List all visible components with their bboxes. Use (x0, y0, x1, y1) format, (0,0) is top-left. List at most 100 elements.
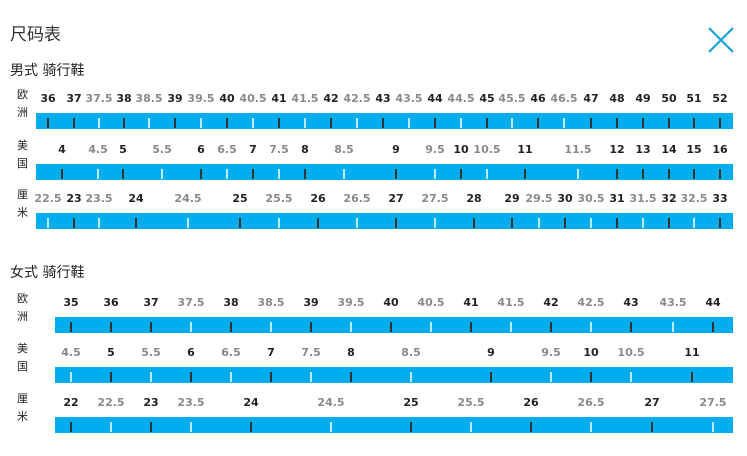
row-label: 美国 (17, 139, 28, 170)
size-value: 42 (323, 92, 339, 105)
size-value: 9.5 (425, 143, 445, 156)
size-tick (651, 422, 653, 432)
size-tick (310, 322, 312, 332)
size-tick (563, 118, 565, 128)
size-value: 42.5 (577, 296, 605, 309)
size-value: 27.5 (699, 396, 727, 409)
size-tick (250, 422, 252, 432)
size-value: 27.5 (421, 192, 449, 205)
size-value: 8.5 (401, 346, 421, 359)
size-value: 9 (487, 346, 495, 359)
size-value: 39 (167, 92, 183, 105)
size-value: 38 (223, 296, 239, 309)
size-tick (70, 372, 72, 382)
size-value: 23 (143, 396, 159, 409)
size-value: 22.5 (34, 192, 62, 205)
size-value: 39.5 (337, 296, 365, 309)
size-value: 33 (712, 192, 728, 205)
size-tick (719, 218, 721, 228)
size-tick (434, 218, 436, 228)
size-value: 46.5 (550, 92, 578, 105)
size-value: 44 (427, 92, 443, 105)
size-tick (252, 169, 254, 179)
row-label: 欧洲 (17, 292, 28, 323)
size-tick (672, 322, 674, 332)
size-value: 5.5 (152, 143, 172, 156)
size-tick (470, 322, 472, 332)
size-value: 31.5 (629, 192, 657, 205)
size-value: 5 (119, 143, 127, 156)
size-value: 39.5 (187, 92, 215, 105)
size-value: 28 (466, 192, 482, 205)
size-value: 11.5 (564, 143, 592, 156)
size-value: 26.5 (343, 192, 371, 205)
size-tick (538, 218, 540, 228)
size-tick (200, 118, 202, 128)
size-tick (642, 169, 644, 179)
size-tick (187, 218, 189, 228)
size-value: 29 (504, 192, 520, 205)
close-button[interactable] (707, 26, 735, 54)
size-value: 37.5 (177, 296, 205, 309)
size-value: 52 (712, 92, 728, 105)
size-tick (278, 218, 280, 228)
size-value: 48 (609, 92, 625, 105)
size-tick (693, 169, 695, 179)
size-tick (537, 118, 539, 128)
size-tick (150, 322, 152, 332)
size-value: 10 (583, 346, 599, 359)
size-value: 31 (609, 192, 625, 205)
ruler-bar (36, 164, 733, 180)
size-value: 7.5 (301, 346, 321, 359)
size-tick (190, 372, 192, 382)
size-tick (395, 218, 397, 228)
size-value: 38.5 (257, 296, 285, 309)
size-value: 42.5 (343, 92, 371, 105)
size-value: 24 (128, 192, 144, 205)
size-value: 8.5 (334, 143, 354, 156)
size-value: 16 (712, 143, 728, 156)
size-value: 40 (383, 296, 399, 309)
size-value: 10.5 (473, 143, 501, 156)
size-tick (490, 372, 492, 382)
size-tick (304, 118, 306, 128)
size-tick (110, 372, 112, 382)
size-tick (148, 118, 150, 128)
size-value: 7 (249, 143, 257, 156)
size-value: 25.5 (265, 192, 293, 205)
size-value: 39 (303, 296, 319, 309)
size-tick (510, 322, 512, 332)
size-tick (278, 169, 280, 179)
size-tick (73, 118, 75, 128)
size-value: 30.5 (577, 192, 605, 205)
size-tick (550, 372, 552, 382)
size-value: 35 (63, 296, 79, 309)
size-tick (270, 372, 272, 382)
size-value: 49 (635, 92, 651, 105)
size-value: 24 (243, 396, 259, 409)
size-tick (410, 422, 412, 432)
size-value: 7 (267, 346, 275, 359)
size-tick (61, 169, 63, 179)
size-tick (350, 322, 352, 332)
size-tick (47, 218, 49, 228)
size-tick (98, 118, 100, 128)
size-value: 4.5 (88, 143, 108, 156)
size-value: 37.5 (85, 92, 113, 105)
size-value: 10 (453, 143, 469, 156)
size-value: 37 (143, 296, 159, 309)
size-value: 41.5 (497, 296, 525, 309)
size-tick (616, 118, 618, 128)
size-tick (590, 422, 592, 432)
size-tick (350, 372, 352, 382)
size-tick (226, 169, 228, 179)
size-value: 23 (66, 192, 82, 205)
size-value: 9.5 (541, 346, 561, 359)
size-tick (691, 372, 693, 382)
size-tick (630, 372, 632, 382)
size-tick (110, 422, 112, 432)
size-value: 6 (197, 143, 205, 156)
size-value: 36 (40, 92, 56, 105)
size-tick (590, 218, 592, 228)
